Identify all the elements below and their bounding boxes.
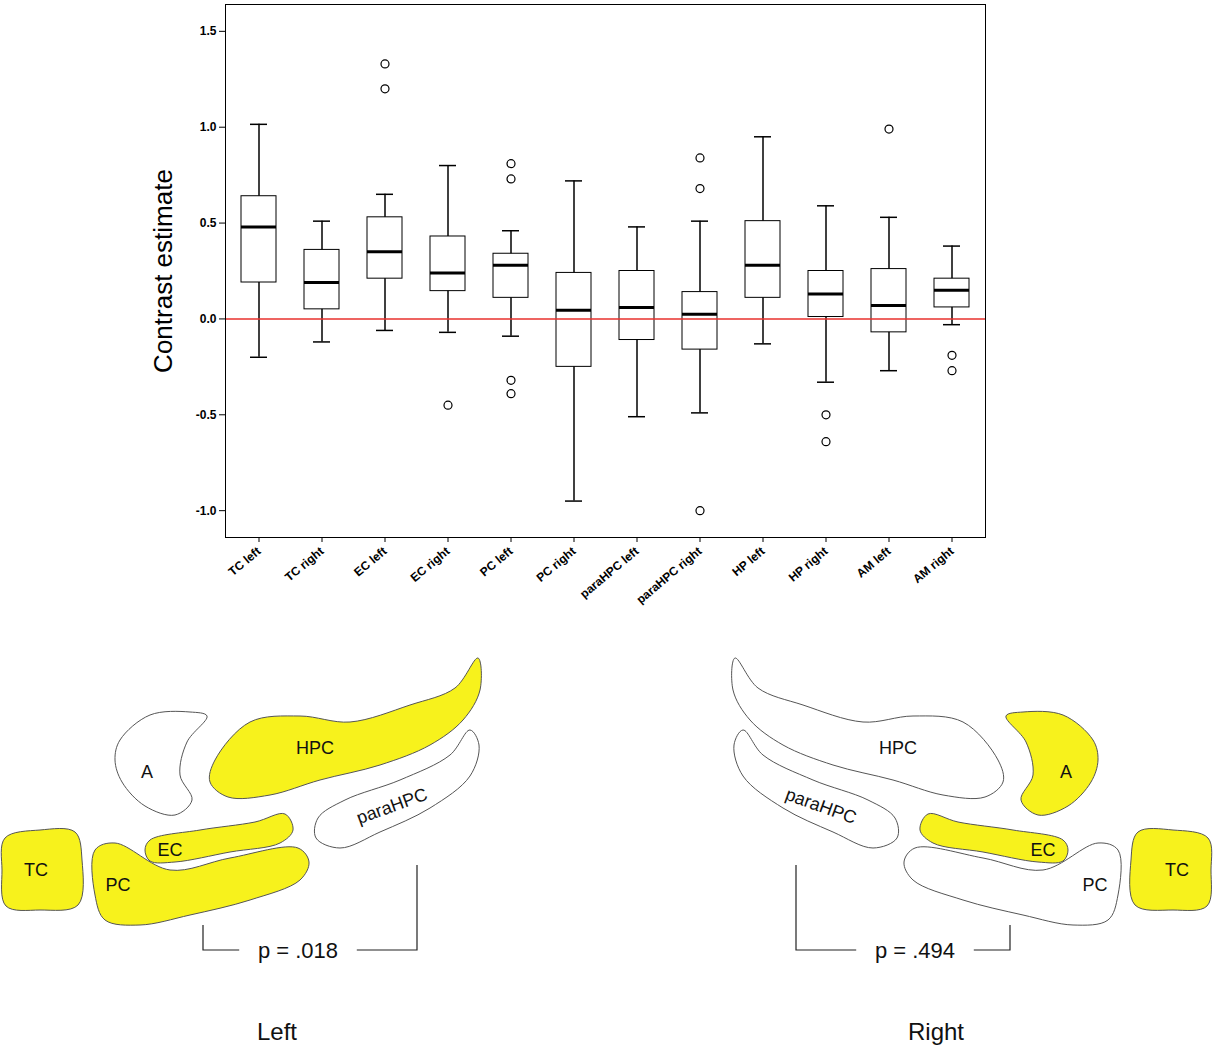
svg-text:A: A bbox=[1060, 762, 1072, 782]
svg-text:0.0: 0.0 bbox=[200, 312, 217, 326]
svg-text:HPC: HPC bbox=[296, 738, 334, 758]
svg-text:p = .494: p = .494 bbox=[875, 938, 955, 963]
svg-text:PC: PC bbox=[1082, 875, 1107, 895]
svg-text:Contrast estimate: Contrast estimate bbox=[148, 169, 178, 373]
svg-text:1.5: 1.5 bbox=[200, 24, 217, 38]
svg-text:paraHPC left: paraHPC left bbox=[577, 544, 641, 601]
svg-text:AM left: AM left bbox=[854, 544, 894, 580]
svg-text:HP left: HP left bbox=[729, 544, 767, 579]
svg-text:HP right: HP right bbox=[786, 544, 831, 585]
svg-text:PC: PC bbox=[105, 875, 130, 895]
svg-text:PC left: PC left bbox=[477, 544, 515, 579]
svg-text:TC right: TC right bbox=[282, 544, 326, 584]
svg-text:HPC: HPC bbox=[879, 738, 917, 758]
svg-text:EC: EC bbox=[1030, 840, 1055, 860]
svg-text:0.5: 0.5 bbox=[200, 216, 217, 230]
svg-text:TC: TC bbox=[24, 860, 48, 880]
svg-text:TC left: TC left bbox=[226, 544, 264, 579]
svg-text:Right: Right bbox=[908, 1018, 964, 1045]
svg-text:EC: EC bbox=[157, 840, 182, 860]
svg-text:TC: TC bbox=[1165, 860, 1189, 880]
svg-text:paraHPC: paraHPC bbox=[354, 784, 430, 828]
svg-text:-0.5: -0.5 bbox=[196, 408, 217, 422]
svg-text:A: A bbox=[141, 762, 153, 782]
svg-text:AM right: AM right bbox=[910, 544, 956, 586]
svg-text:p = .018: p = .018 bbox=[258, 938, 338, 963]
svg-text:paraHPC: paraHPC bbox=[783, 784, 859, 828]
svg-text:paraHPC right: paraHPC right bbox=[634, 544, 705, 607]
svg-text:Left: Left bbox=[257, 1018, 297, 1045]
svg-text:EC right: EC right bbox=[408, 544, 453, 585]
svg-text:1.0: 1.0 bbox=[200, 120, 217, 134]
svg-text:PC right: PC right bbox=[534, 544, 579, 585]
svg-text:EC left: EC left bbox=[351, 544, 389, 579]
svg-text:-1.0: -1.0 bbox=[196, 503, 217, 517]
